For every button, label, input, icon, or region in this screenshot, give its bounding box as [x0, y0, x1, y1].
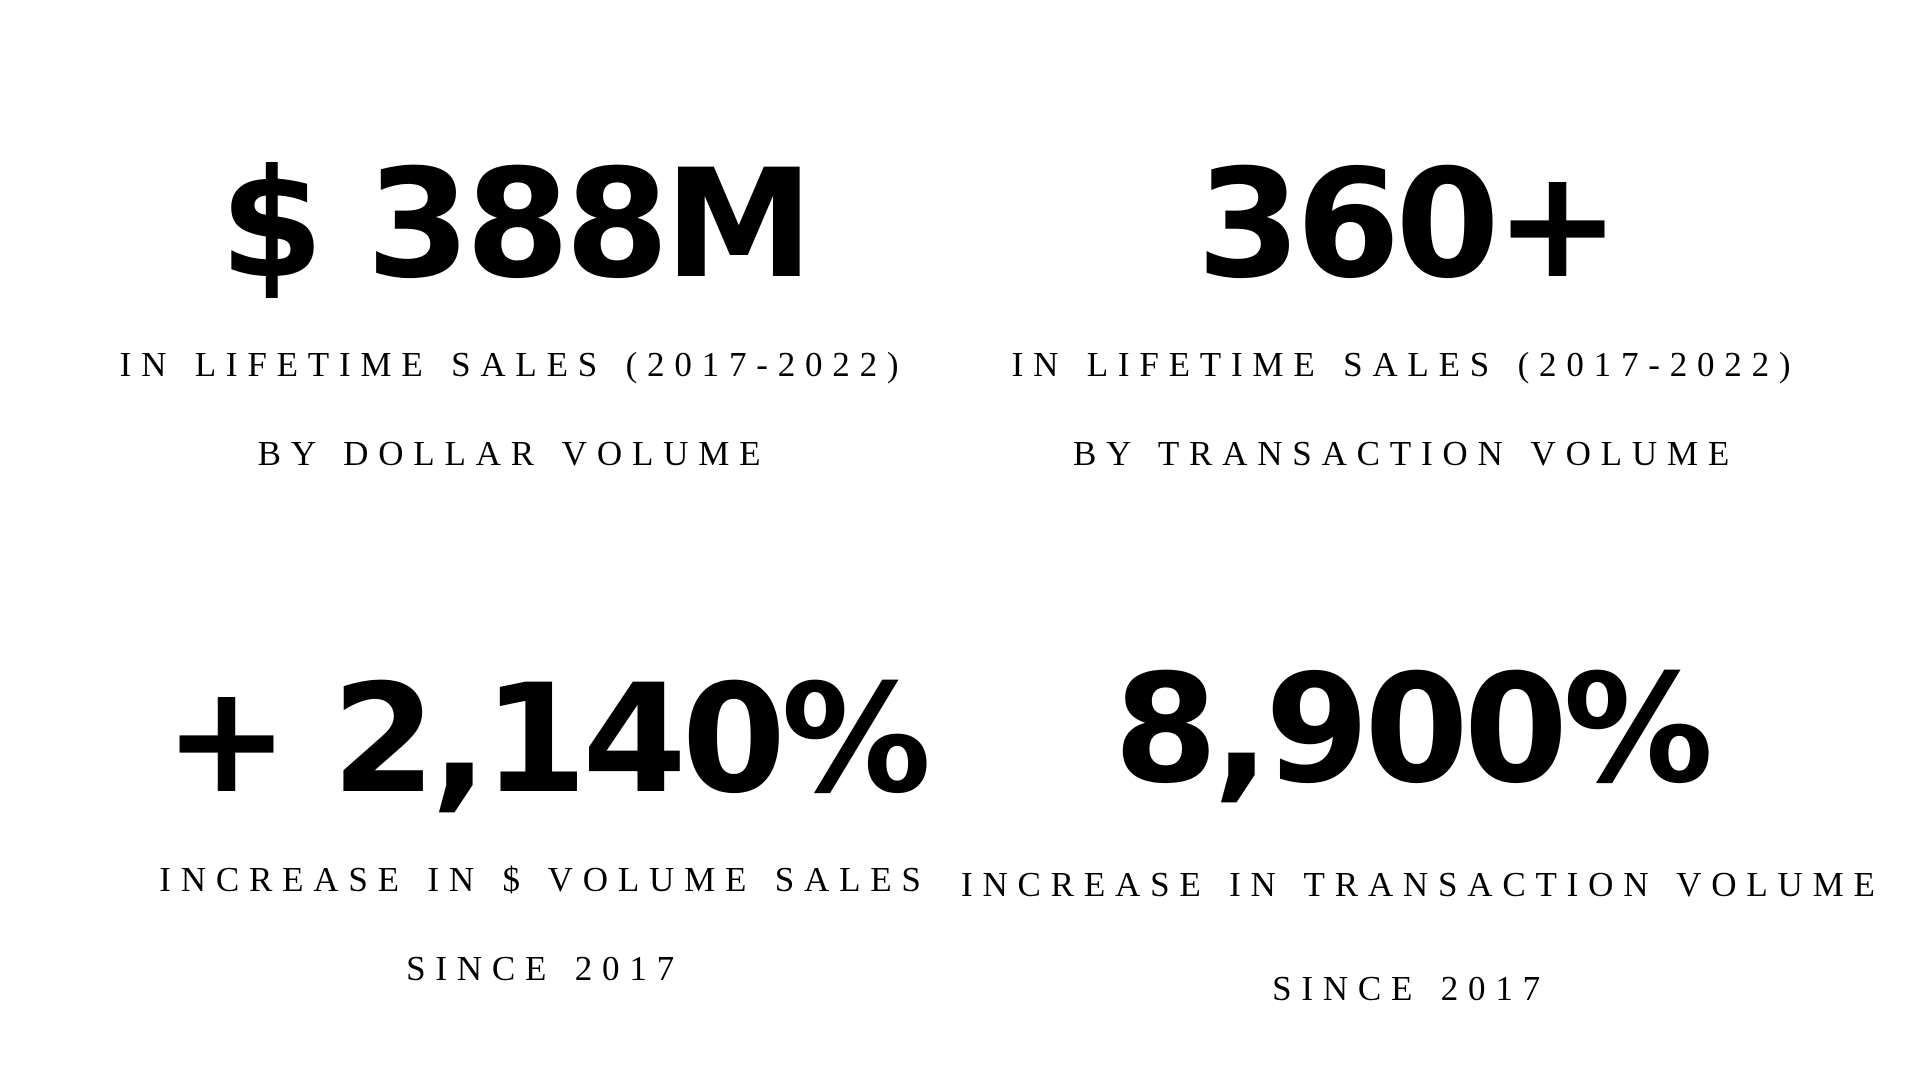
- stat-value: + 2,140%: [163, 653, 932, 827]
- stat: $ 388M IN LIFETIME SALES (2017-2022) BY …: [64, 150, 964, 478]
- stat: 360+ IN LIFETIME SALES (2017-2022) BY TR…: [956, 150, 1856, 478]
- stat-caption: BY DOLLAR VOLUME: [257, 434, 771, 473]
- stat: + 2,140% INCREASE IN $ VOLUME SALES SINC…: [95, 665, 995, 993]
- stat-caption: INCREASE IN $ VOLUME SALES: [159, 860, 931, 899]
- stat-value: $ 388M: [219, 138, 814, 312]
- stat-caption: BY TRANSACTION VOLUME: [1072, 434, 1739, 473]
- stat-value: 8,900%: [1113, 643, 1714, 817]
- stat: 8,900% INCREASE IN TRANSACTION VOLUME SI…: [961, 643, 1885, 1013]
- stat-caption: IN LIFETIME SALES (2017-2022): [1011, 345, 1801, 384]
- stat-caption: SINCE 2017: [406, 949, 684, 988]
- stat-caption: IN LIFETIME SALES (2017-2022): [119, 345, 909, 384]
- stat-caption: INCREASE IN TRANSACTION VOLUME: [961, 865, 1885, 904]
- stat-caption: SINCE 2017: [1272, 969, 1550, 1008]
- stat-value: 360+: [1196, 138, 1621, 312]
